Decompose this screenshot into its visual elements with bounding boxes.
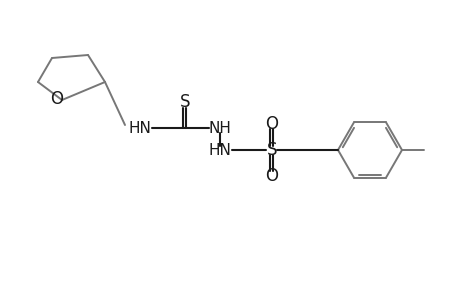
Text: O: O [265,167,278,185]
Text: HN: HN [128,121,151,136]
Text: S: S [266,141,277,159]
Text: O: O [265,115,278,133]
Text: O: O [50,90,63,108]
Text: S: S [179,93,190,111]
Text: HN: HN [208,142,231,158]
Text: NH: NH [208,121,231,136]
